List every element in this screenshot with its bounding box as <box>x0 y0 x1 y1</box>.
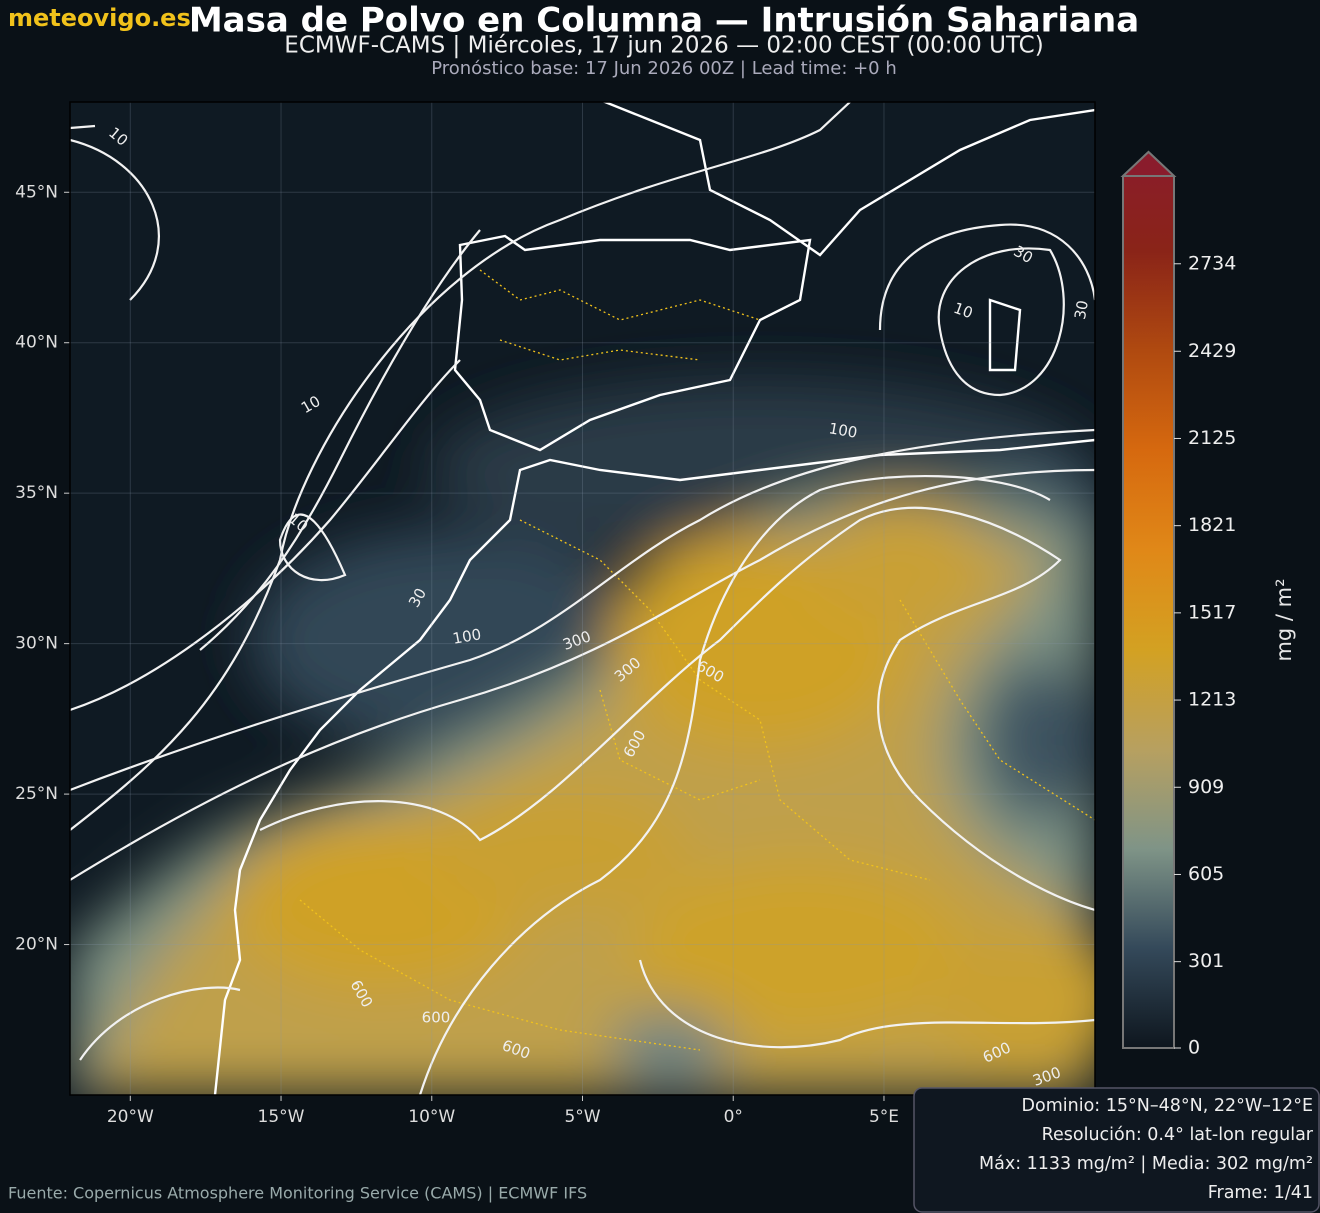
colorbar-tick-label: 301 <box>1188 950 1224 972</box>
colorbar: 0 301 605 909 1213 1517 1821 2125 2429 2734 <box>1120 150 1236 1059</box>
colorbar-body <box>1122 150 1175 1049</box>
colorbar-tick-label: 909 <box>1188 776 1224 798</box>
source: Fuente: Copernicus Atmosphere Monitoring… <box>8 1184 587 1203</box>
logo: meteovigo.es <box>8 4 191 32</box>
contour-label: 10 <box>951 299 975 322</box>
x-tick-label: 15°W <box>258 1107 305 1127</box>
title: Masa de Polvo en Columna — Intrusión Sah… <box>189 1 1139 41</box>
x-tick-label: 20°W <box>107 1107 154 1127</box>
colorbar-tick-label: 1213 <box>1188 689 1236 711</box>
colorbar-tick-label: 1517 <box>1188 601 1236 623</box>
colorbar-tick-label: 1821 <box>1188 514 1236 536</box>
colorbar-tick-label: 2125 <box>1188 427 1236 449</box>
contour-label: 100 <box>451 625 482 648</box>
subtitle: ECMWF-CAMS | Miércoles, 17 jun 2026 — 02… <box>284 33 1043 59</box>
base-info: Pronóstico base: 17 Jun 2026 00Z | Lead … <box>431 58 897 79</box>
grid: 20°W 15°W 10°W 5°W 0° 5°E 20°N 25°N 30°N 35°N 40°N… <box>15 102 1095 1127</box>
y-tick-label: 40°N <box>15 333 58 353</box>
y-tick-label: 25°N <box>15 784 58 804</box>
contour-label: 600 <box>422 1009 451 1027</box>
x-tick-label: 5°E <box>869 1107 899 1127</box>
x-tick-label: 10°W <box>408 1107 455 1127</box>
info-line: Frame: 1/41 <box>1208 1183 1313 1203</box>
info-lines: Dominio: 15°N–48°N, 22°W–12°E Resolución:… <box>979 1096 1314 1203</box>
colorbar-tick-label: 605 <box>1188 863 1224 885</box>
info-line: Máx: 1133 mg/m² | Media: 302 mg/m² <box>979 1154 1313 1174</box>
colorbar-label: mg / m² <box>1272 578 1296 661</box>
y-tick-label: 20°N <box>15 935 58 955</box>
y-tick-label: 45°N <box>15 182 58 202</box>
colorbar-extend <box>1120 150 1177 177</box>
map-field <box>70 102 1095 1095</box>
contour-label: 100 <box>827 419 858 442</box>
map-frame <box>69 101 1096 1096</box>
colorbar-tick-label: 0 <box>1188 1037 1200 1059</box>
colorbar-tick-label: 2429 <box>1188 340 1236 362</box>
contour-label: 30 <box>1071 299 1092 321</box>
y-tick-label: 35°N <box>15 483 58 503</box>
colorbar-tick-label: 2734 <box>1188 252 1236 274</box>
x-tick-label: 0° <box>724 1107 743 1127</box>
y-tick-label: 30°N <box>15 634 58 654</box>
info-line: Resolución: 0.4° lat-lon regular <box>1042 1125 1314 1145</box>
x-tick-label: 5°W <box>564 1107 600 1127</box>
info-line: Dominio: 15°N–48°N, 22°W–12°E <box>1022 1096 1313 1116</box>
info-box <box>913 1087 1320 1213</box>
